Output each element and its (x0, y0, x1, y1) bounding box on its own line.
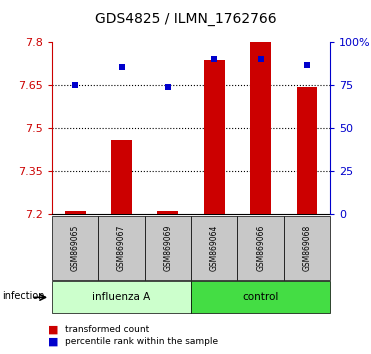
Text: infection: infection (2, 291, 45, 301)
Text: GSM869066: GSM869066 (256, 224, 265, 271)
Text: percentile rank within the sample: percentile rank within the sample (65, 337, 218, 346)
Text: transformed count: transformed count (65, 325, 149, 334)
Text: GSM869068: GSM869068 (302, 225, 312, 271)
Bar (157, 211, 178, 214)
Text: GSM869069: GSM869069 (163, 224, 173, 271)
Text: GSM869065: GSM869065 (70, 224, 80, 271)
Bar (296, 87, 318, 214)
Bar (111, 140, 132, 214)
Bar (204, 59, 225, 214)
Text: influenza A: influenza A (92, 292, 151, 302)
Text: control: control (242, 292, 279, 302)
Text: GSM869064: GSM869064 (210, 224, 219, 271)
Bar (65, 211, 86, 214)
Text: ■: ■ (48, 324, 59, 334)
Text: GDS4825 / ILMN_1762766: GDS4825 / ILMN_1762766 (95, 12, 276, 27)
Text: GSM869067: GSM869067 (117, 224, 126, 271)
Text: ■: ■ (48, 337, 59, 347)
Bar (250, 42, 271, 214)
